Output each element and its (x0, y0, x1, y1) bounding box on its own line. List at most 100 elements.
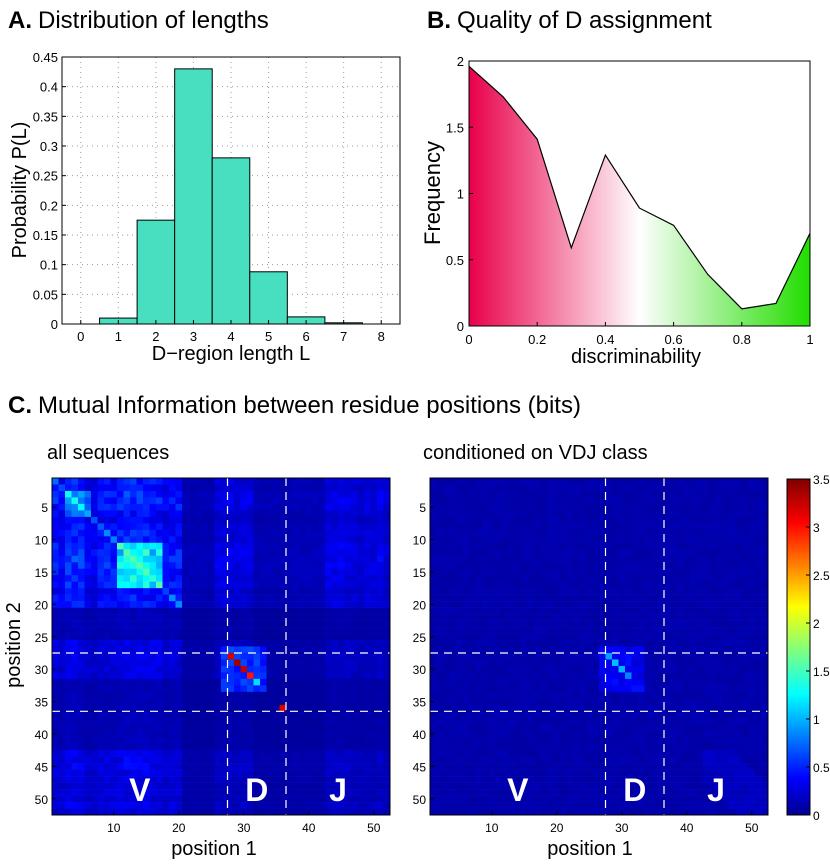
heatmap-cell (364, 652, 371, 660)
heatmap-cell (91, 776, 98, 783)
heatmap-cell (325, 659, 332, 667)
heatmap-cell (357, 614, 365, 621)
heatmap-cell (670, 717, 678, 725)
heatmap-cell (71, 782, 79, 790)
heatmap-cell (482, 529, 489, 537)
heatmap-cell (305, 659, 313, 667)
heatmap-cell (84, 484, 92, 492)
heatmap-cell (521, 627, 528, 634)
heatmap-cell (527, 614, 535, 621)
heatmap-cell (312, 555, 319, 563)
heatmap-cell (735, 672, 743, 680)
heatmap-cell (266, 769, 274, 777)
heatmap-cell (260, 568, 267, 576)
heatmap-cell (716, 685, 723, 693)
heatmap-cell (631, 562, 639, 570)
heatmap-cell (65, 510, 72, 518)
heatmap-cell (612, 594, 619, 602)
heatmap-cell (657, 529, 665, 537)
heatmap-cell (534, 717, 541, 725)
heatmap-cell (331, 542, 339, 550)
heatmap-cell (377, 607, 384, 615)
heatmap-cell (110, 568, 118, 576)
heatmap-cell (156, 776, 163, 783)
heatmap-cell (651, 581, 658, 589)
heatmap-cell (456, 581, 463, 589)
heatmap-cell (462, 549, 470, 557)
heatmap-cell (136, 529, 144, 537)
heatmap-cell (221, 542, 228, 550)
heatmap-cell (286, 490, 293, 498)
heatmap-cell (312, 743, 319, 751)
heatmap-cell (612, 730, 619, 738)
heatmap-cell (156, 490, 163, 498)
heatmap-cell (58, 769, 66, 777)
heatmap-cell (71, 711, 79, 719)
heatmap-cell (338, 782, 345, 790)
heatmap-cell (240, 627, 248, 634)
heatmap-cell (631, 484, 639, 492)
heatmap-cell (462, 627, 470, 634)
heatmap-cell (247, 678, 254, 686)
heatmap-cell (78, 808, 85, 816)
heatmap-cell (677, 484, 684, 492)
heatmap-cell (149, 523, 157, 531)
heatmap-cell (260, 763, 267, 770)
heatmap-cell (208, 484, 215, 492)
heatmap-cell (195, 802, 202, 809)
heatmap-cell (91, 555, 98, 563)
heatmap-cell (110, 478, 118, 485)
heatmap-cell (247, 607, 254, 615)
heatmap-cell (292, 490, 300, 498)
heatmap-cell (201, 549, 209, 557)
heatmap-cell (605, 503, 613, 511)
heatmap-cell (657, 711, 665, 719)
heatmap-cell (377, 562, 384, 570)
heatmap-cell (443, 503, 450, 511)
heatmap-cell (188, 536, 196, 544)
heatmap-cell (670, 497, 678, 505)
heatmap-cell (482, 652, 489, 660)
heatmap-cell (462, 490, 470, 498)
heatmap-cell (253, 750, 261, 757)
heatmap-cell (677, 724, 684, 732)
heatmap-cell (696, 594, 704, 602)
heatmap-cell (625, 704, 632, 712)
heatmap-cell (188, 672, 196, 680)
heatmap-cell (644, 704, 652, 712)
heatmap-cell (312, 750, 319, 757)
heatmap-cell (331, 730, 339, 738)
heatmap-cell (58, 497, 66, 505)
heatmap-cell (208, 808, 215, 816)
heatmap-cell (553, 555, 561, 563)
heatmap-cell (644, 717, 652, 725)
heatmap-cell (443, 568, 450, 576)
heatmap-cell (690, 601, 697, 608)
heatmap-cell (195, 503, 202, 511)
heatmap-cell (351, 581, 358, 589)
heatmap-cell (527, 529, 535, 537)
heatmap-cell (690, 640, 697, 647)
heatmap-cell (123, 523, 131, 531)
heatmap-cell (299, 769, 306, 777)
heatmap-cell (651, 678, 658, 686)
heatmap-cell (182, 620, 189, 628)
heatmap-cell (729, 711, 736, 719)
heatmap-cell (97, 536, 105, 544)
heatmap-cell (279, 478, 287, 485)
heatmap-cell (625, 503, 632, 511)
heatmap-cell (162, 640, 170, 647)
heatmap-cell (683, 646, 691, 654)
heatmap-cell (436, 737, 444, 745)
heatmap-cell (214, 711, 222, 719)
heatmap-cell (162, 516, 170, 524)
heatmap-cell (566, 549, 574, 557)
heatmap-cell (573, 555, 580, 563)
heatmap-cell (65, 646, 72, 654)
heatmap-cell (560, 620, 567, 628)
heatmap-cell (149, 549, 157, 557)
heatmap-cell (344, 490, 352, 498)
heatmap-cell (169, 808, 176, 816)
heatmap-cell (521, 743, 528, 751)
heatmap-cell (383, 497, 391, 505)
